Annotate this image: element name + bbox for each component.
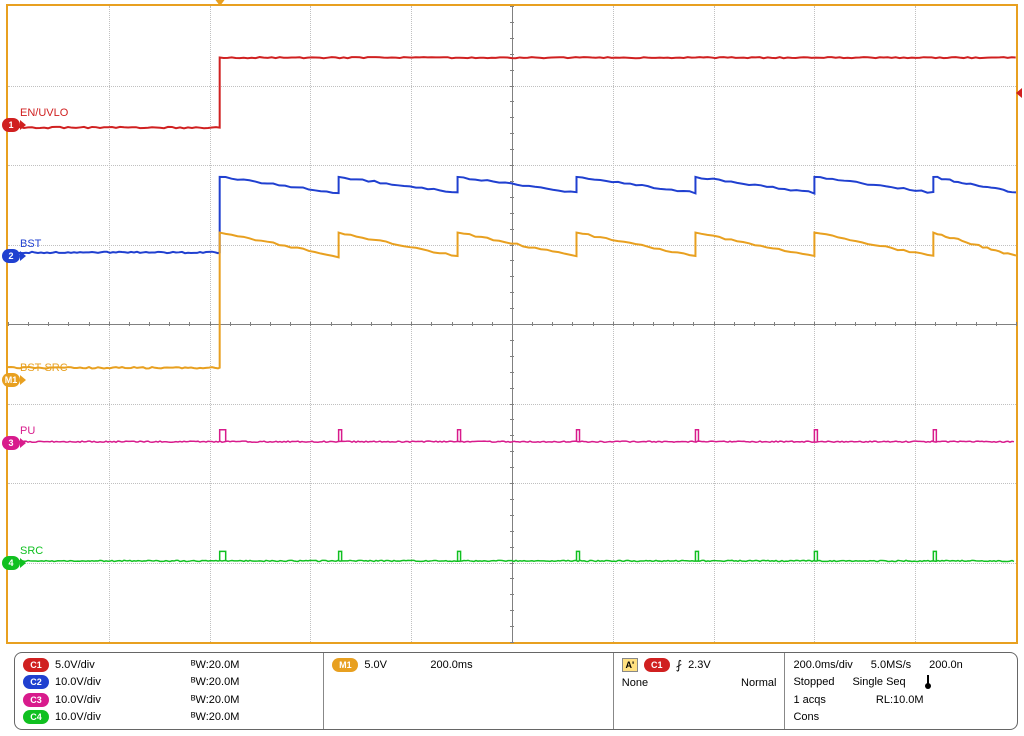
channel-label-M1: BST-SRC bbox=[20, 362, 68, 374]
trigger-level: 2.3V bbox=[688, 659, 711, 671]
vertical-scale: 10.0V/div bbox=[55, 694, 125, 706]
bandwidth: ᴮW:20.0M bbox=[191, 694, 239, 706]
trigger-mode: Normal bbox=[741, 677, 776, 689]
channel-scale-row: C2 10.0V/div ᴮW:20.0M bbox=[23, 675, 315, 691]
thermometer-icon bbox=[924, 674, 932, 690]
math-channel: M1 5.0V 200.0ms bbox=[324, 653, 613, 729]
trigger-info: A' C1 ⨏ 2.3V None Normal bbox=[614, 653, 786, 729]
vertical-scale: 10.0V/div bbox=[55, 711, 125, 723]
waveforms bbox=[8, 6, 1016, 642]
channel-label-4: SRC bbox=[20, 545, 43, 557]
channel-scale-row: C4 10.0V/div ᴮW:20.0M bbox=[23, 710, 315, 726]
channel-scale-row: C1 5.0V/div ᴮW:20.0M bbox=[23, 657, 315, 673]
rising-edge-icon: ⨏ bbox=[676, 658, 682, 672]
channel-badge: C4 bbox=[23, 710, 49, 724]
trigger-level-icon bbox=[1016, 88, 1022, 98]
record-length: RL:10.0M bbox=[876, 694, 924, 706]
bandwidth: ᴮW:20.0M bbox=[191, 659, 239, 671]
math-badge: M1 bbox=[332, 658, 358, 672]
channel-label-2: BST bbox=[20, 238, 41, 250]
channel-badge: C1 bbox=[23, 658, 49, 672]
channel-label-1: EN/UVLO bbox=[20, 107, 68, 119]
vertical-scale: 5.0V/div bbox=[55, 659, 125, 671]
channel-scales: C1 5.0V/div ᴮW:20.0MC2 10.0V/div ᴮW:20.0… bbox=[15, 653, 324, 729]
channel-label-3: PU bbox=[20, 425, 35, 437]
sample-rate: 5.0MS/s bbox=[871, 659, 911, 671]
waveform-display: 1EN/UVLO2BSTM1BST-SRC3PU4SRC bbox=[6, 4, 1018, 644]
record-points: 200.0n bbox=[929, 659, 963, 671]
timebase-info: 200.0ms/div 5.0MS/s 200.0n Stopped Singl… bbox=[785, 653, 1017, 729]
channel-marker-4: 4 bbox=[2, 556, 20, 570]
channel-badge: C3 bbox=[23, 693, 49, 707]
math-scale-row: M1 5.0V 200.0ms bbox=[332, 657, 604, 673]
acquisitions: 1 acqs bbox=[793, 694, 825, 706]
run-status: Stopped bbox=[793, 676, 834, 688]
channel-marker-1: 1 bbox=[2, 118, 20, 132]
channel-scale-row: C3 10.0V/div ᴮW:20.0M bbox=[23, 692, 315, 708]
trigger-source-badge: C1 bbox=[644, 658, 670, 672]
channel-badge: C2 bbox=[23, 675, 49, 689]
sequence-mode: Single Seq bbox=[852, 676, 905, 688]
bandwidth: ᴮW:20.0M bbox=[191, 676, 239, 688]
time-scale: 200.0ms/div bbox=[793, 659, 852, 671]
trigger-position-icon bbox=[214, 0, 226, 6]
info-bar: C1 5.0V/div ᴮW:20.0MC2 10.0V/div ᴮW:20.0… bbox=[14, 652, 1018, 730]
cons-label: Cons bbox=[793, 711, 819, 723]
trigger-coupling: None bbox=[622, 677, 648, 689]
trigger-a-badge: A' bbox=[622, 658, 638, 672]
channel-marker-M1: M1 bbox=[2, 373, 20, 387]
channel-marker-3: 3 bbox=[2, 436, 20, 450]
channel-marker-2: 2 bbox=[2, 249, 20, 263]
bandwidth: ᴮW:20.0M bbox=[191, 711, 239, 723]
math-vscale: 5.0V bbox=[364, 659, 404, 671]
vertical-scale: 10.0V/div bbox=[55, 676, 125, 688]
math-timebase: 200.0ms bbox=[430, 659, 472, 671]
